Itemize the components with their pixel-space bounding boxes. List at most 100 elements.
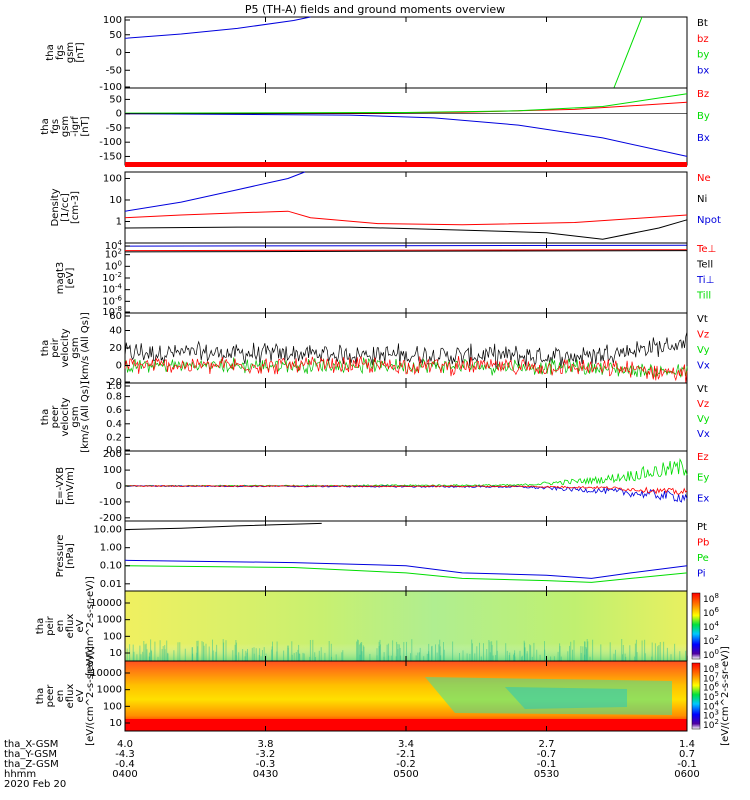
ephemeris-value: 0500	[393, 769, 418, 780]
ephemeris-value: -3.2	[256, 749, 276, 760]
legend-Vt: Vt	[697, 384, 708, 395]
spectrogram-ion-streak	[383, 652, 385, 661]
legend-Ne: Ne	[697, 173, 711, 184]
spectrogram-ion-streak	[232, 650, 234, 661]
panel-frame	[124, 382, 688, 452]
spectrogram-ion-streak	[146, 649, 148, 661]
spectrogram-ion-streak	[184, 648, 186, 661]
spectrogram-ion-streak	[406, 641, 407, 661]
y-tick-label: 50	[109, 94, 122, 105]
spectrogram-ion-streak	[440, 655, 442, 661]
spectrogram-ion-streak	[443, 649, 445, 661]
spectrogram-ion-streak	[582, 646, 584, 661]
series-Te⊥	[124, 249, 688, 252]
y-tick-label: 0.10	[100, 561, 122, 572]
spectrogram-ion-streak	[298, 653, 300, 661]
panel-frame	[124, 171, 688, 244]
legend-Ti⊥: Ti⊥	[696, 275, 714, 286]
spectrogram-ion-streak	[234, 644, 236, 661]
spectrogram-ion-streak	[411, 639, 413, 661]
y-tick-label: 0.4	[106, 419, 122, 430]
spectrogram-ion-streak	[531, 656, 533, 661]
spectrogram-ion-streak	[238, 652, 240, 661]
y-axis-label: thafgsgsm-igrf[nT]	[40, 116, 91, 137]
spectrogram-ion-streak	[271, 646, 273, 661]
efield-trace-Ez	[125, 485, 688, 495]
y-axis-label: thafgsgsm[nT]	[45, 42, 86, 63]
spectrogram-ion-streak	[634, 656, 636, 661]
efield-trace-Ex	[124, 485, 688, 503]
spectrogram-ion-streak	[530, 645, 532, 661]
y-tick-label: 0.01	[100, 579, 122, 590]
spectrogram-ion-streak	[164, 649, 166, 661]
legend-Tell: Tell	[696, 260, 713, 271]
spectrogram-ion-streak	[356, 641, 358, 661]
spectrogram-ion-streak	[657, 646, 659, 661]
spectrogram-electron-core	[505, 687, 627, 709]
spectrogram-ion-streak	[435, 644, 436, 661]
spectrogram-ion-streak	[205, 643, 207, 661]
ephemeris-value: 0.7	[679, 749, 695, 760]
spectrogram-ion-streak	[173, 650, 175, 661]
spectrogram-ion-streak	[320, 647, 322, 661]
spectrogram-ion-streak	[529, 644, 531, 661]
y-tick-label: 50	[109, 30, 122, 41]
spectrogram-ion-streak	[438, 644, 440, 661]
spectrogram-ion-streak	[251, 647, 253, 661]
spectrogram-ion-streak	[488, 640, 490, 661]
panel-frame	[124, 87, 688, 166]
spectrogram-ion-streak	[403, 642, 405, 661]
spectrogram-ion-streak	[613, 653, 615, 661]
spectrogram-ion-streak	[398, 644, 400, 661]
spectrogram-ion-streak	[587, 641, 589, 661]
spectrogram-ion-streak	[644, 639, 646, 661]
colorbar-tick-label: 108	[703, 592, 719, 605]
spectrogram-ion-streak	[396, 641, 398, 661]
ephemeris-label: tha_X-GSM	[4, 739, 58, 750]
y-tick-label: 20	[109, 343, 122, 354]
y-axis-label: Density[1/cc][cm-3]	[50, 188, 81, 226]
spectrogram-ion-streak	[651, 642, 653, 661]
spectrogram-ion-streak	[644, 653, 646, 661]
ephemeris-value: -0.1	[537, 759, 557, 770]
spectrogram-ion-streak	[376, 648, 378, 661]
spectrogram-ion-streak	[235, 642, 237, 661]
spectrogram-ion-streak	[533, 642, 535, 661]
ephemeris-value: -4.3	[115, 749, 135, 760]
y-tick-label: 100	[103, 701, 122, 712]
legend-Te⊥: Te⊥	[696, 244, 716, 255]
panel-frame	[124, 520, 688, 592]
legend-Vz: Vz	[697, 330, 709, 341]
y-axis-label: thapeerenefluxeV[eV/(cm^2-s-sr-eV)]	[35, 646, 96, 746]
spectrogram-ion-streak	[318, 650, 320, 661]
y-tick-label: -50	[106, 65, 122, 76]
spectrogram-ion-streak	[162, 646, 164, 661]
spectrogram-ion-streak	[592, 639, 594, 661]
spectrogram-ion-streak	[253, 653, 255, 661]
spectrogram-ion-streak	[514, 650, 516, 661]
y-tick-label: 100	[103, 465, 122, 476]
spectrogram-ion-streak	[674, 643, 676, 661]
y-tick-label: -100	[99, 82, 122, 93]
legend-Vy: Vy	[697, 345, 710, 356]
spectrogram-ion-streak	[139, 645, 141, 661]
ephemeris-value: 1.4	[679, 739, 695, 750]
velocity-noise-trace	[124, 355, 688, 383]
spectrogram-ion-streak	[439, 639, 441, 661]
series-by	[613, 16, 643, 89]
y-tick-label: 0.6	[106, 405, 122, 416]
spectrogram-ion-streak	[580, 653, 582, 661]
spectrogram-ion-streak	[536, 649, 538, 661]
spectrogram-ion-streak	[335, 654, 337, 661]
spectrogram-ion-streak	[202, 642, 204, 661]
spectrogram-ion-streak	[560, 656, 562, 661]
y-tick-label: 200	[103, 449, 122, 460]
spectrogram-ion-streak	[177, 642, 179, 661]
panel-frame	[124, 242, 688, 314]
spectrogram-ion-streak	[569, 645, 570, 661]
spectrogram-ion-streak	[378, 646, 380, 661]
spectrogram-ion-streak	[483, 643, 484, 661]
spectrogram-ion-streak	[419, 652, 420, 661]
spectrogram-ion-streak	[309, 656, 311, 661]
y-tick-label: 0	[116, 481, 122, 492]
